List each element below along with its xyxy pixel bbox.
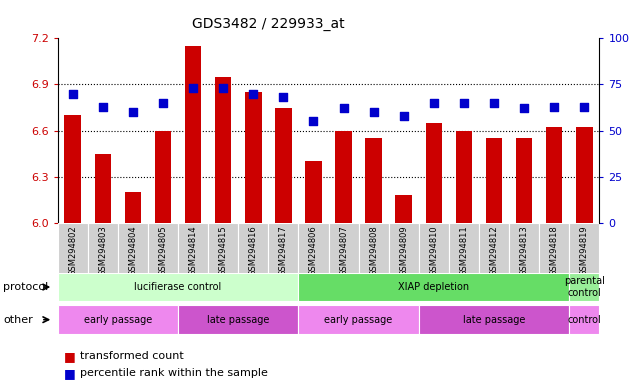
Bar [305, 161, 322, 223]
Bar [58, 223, 88, 282]
Bar [215, 77, 231, 223]
Point [67, 91, 78, 97]
Point [519, 105, 529, 111]
Text: ■: ■ [64, 367, 76, 380]
Point [97, 104, 108, 110]
Bar [275, 108, 292, 223]
Text: GSM294806: GSM294806 [309, 225, 318, 276]
Text: GSM294803: GSM294803 [98, 225, 107, 276]
Bar [118, 223, 148, 282]
Text: late passage: late passage [207, 314, 269, 325]
Bar [88, 223, 118, 282]
Text: late passage: late passage [463, 314, 525, 325]
Bar [419, 223, 449, 282]
Text: GSM294807: GSM294807 [339, 225, 348, 276]
Bar [299, 273, 569, 301]
Bar [124, 192, 141, 223]
Bar [299, 223, 328, 282]
Bar [148, 223, 178, 282]
Text: GSM294818: GSM294818 [550, 225, 559, 276]
Bar [569, 273, 599, 301]
Bar [516, 138, 533, 223]
Text: percentile rank within the sample: percentile rank within the sample [80, 368, 268, 378]
Text: GSM294810: GSM294810 [429, 225, 438, 276]
Point [549, 104, 560, 110]
Point [399, 113, 409, 119]
Text: GSM294811: GSM294811 [460, 225, 469, 276]
Bar [358, 223, 388, 282]
Point [429, 100, 439, 106]
Bar [479, 223, 509, 282]
Text: GSM294804: GSM294804 [128, 225, 137, 276]
Bar [208, 223, 238, 282]
Text: GSM294812: GSM294812 [490, 225, 499, 276]
Bar [58, 305, 178, 334]
Text: GSM294819: GSM294819 [580, 225, 589, 276]
Bar [486, 138, 503, 223]
Bar [245, 92, 262, 223]
Point [248, 91, 258, 97]
Text: GSM294802: GSM294802 [68, 225, 77, 276]
Point [278, 94, 288, 101]
Point [579, 104, 590, 110]
Text: GDS3482 / 229933_at: GDS3482 / 229933_at [192, 17, 345, 31]
Text: GSM294808: GSM294808 [369, 225, 378, 276]
Bar [576, 127, 592, 223]
Bar [509, 223, 539, 282]
Text: transformed count: transformed count [80, 351, 184, 361]
Text: parental
control: parental control [564, 276, 604, 298]
Text: GSM294815: GSM294815 [219, 225, 228, 276]
Text: ■: ■ [64, 350, 76, 363]
Text: GSM294805: GSM294805 [158, 225, 167, 276]
Text: GSM294809: GSM294809 [399, 225, 408, 276]
Bar [154, 131, 171, 223]
Bar [328, 223, 358, 282]
Point [338, 105, 349, 111]
Bar [449, 223, 479, 282]
Point [128, 109, 138, 115]
Bar [546, 127, 562, 223]
Bar [269, 223, 299, 282]
Bar [388, 223, 419, 282]
Text: control: control [567, 314, 601, 325]
Text: GSM294814: GSM294814 [188, 225, 197, 276]
Bar [335, 131, 352, 223]
Text: other: other [3, 314, 33, 325]
Point [369, 109, 379, 115]
Text: protocol: protocol [3, 282, 49, 292]
Bar [95, 154, 111, 223]
Bar [185, 46, 201, 223]
Text: early passage: early passage [324, 314, 393, 325]
Text: GSM294817: GSM294817 [279, 225, 288, 276]
Text: XIAP depletion: XIAP depletion [398, 282, 469, 292]
Text: GSM294816: GSM294816 [249, 225, 258, 276]
Bar [569, 305, 599, 334]
Bar [365, 138, 382, 223]
Point [459, 100, 469, 106]
Text: lucifierase control: lucifierase control [135, 282, 222, 292]
Bar [58, 273, 299, 301]
Bar [569, 223, 599, 282]
Point [218, 85, 228, 91]
Bar [419, 305, 569, 334]
Bar [539, 223, 569, 282]
Bar [299, 305, 419, 334]
Bar [426, 123, 442, 223]
Bar [65, 115, 81, 223]
Bar [178, 223, 208, 282]
Bar [178, 305, 299, 334]
Text: GSM294813: GSM294813 [520, 225, 529, 276]
Point [188, 85, 198, 91]
Bar [395, 195, 412, 223]
Point [489, 100, 499, 106]
Bar [456, 131, 472, 223]
Bar [238, 223, 269, 282]
Text: early passage: early passage [84, 314, 152, 325]
Point [308, 118, 319, 124]
Point [158, 100, 168, 106]
